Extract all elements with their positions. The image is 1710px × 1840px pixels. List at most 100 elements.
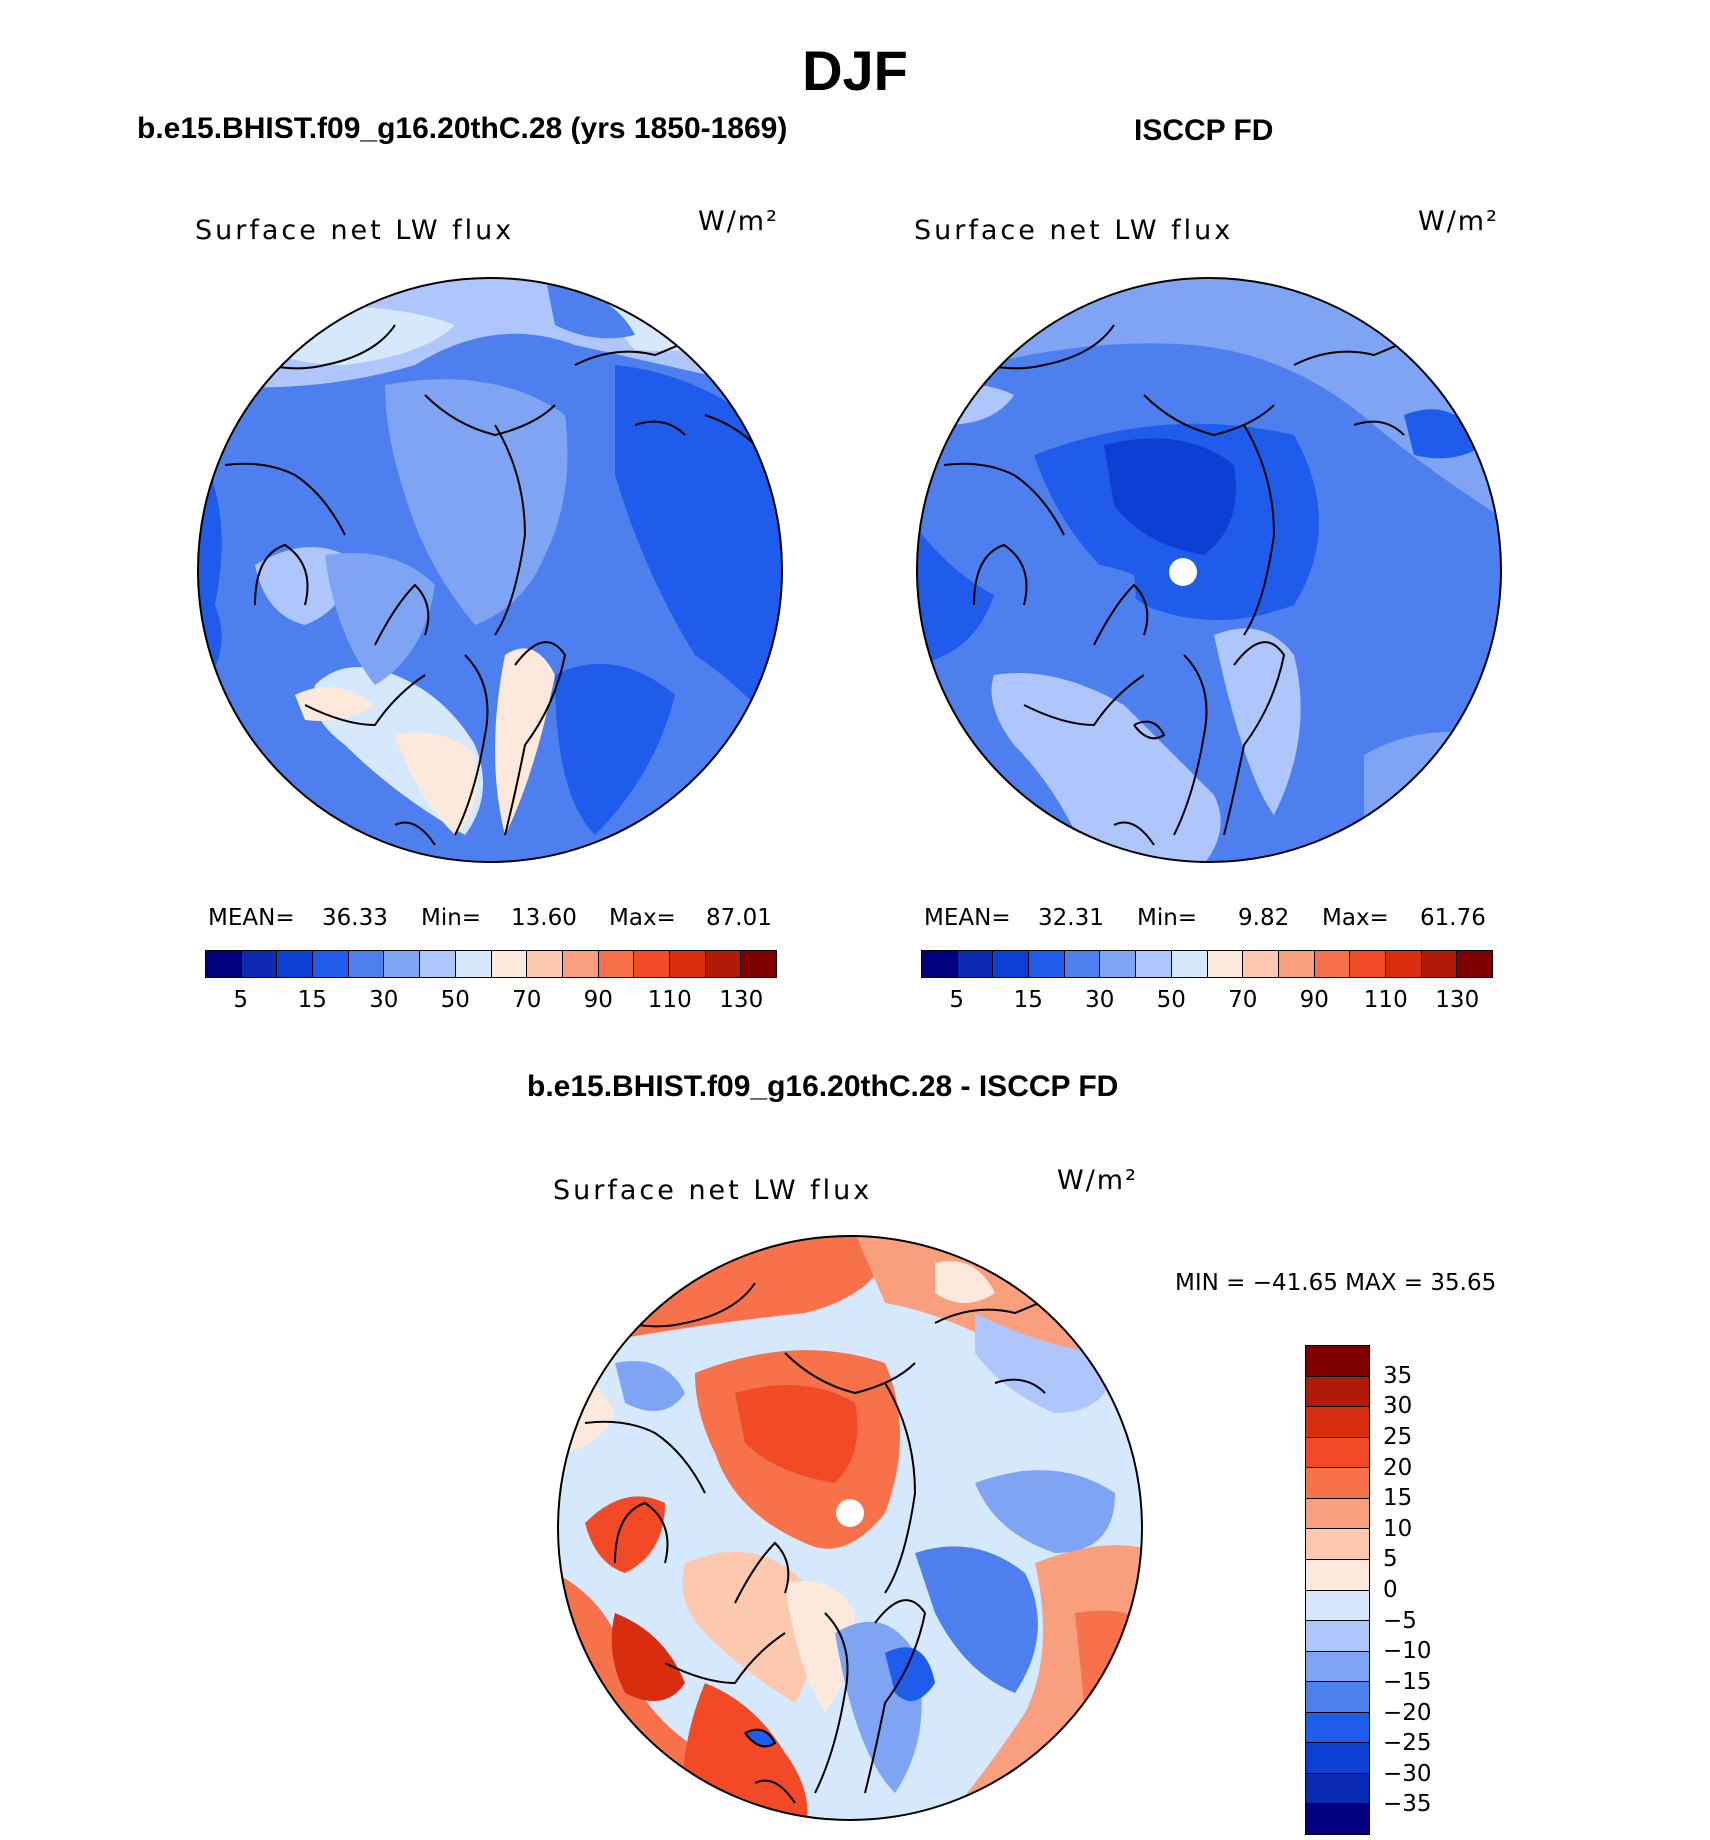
- model-min-label: Min=: [421, 905, 482, 931]
- figure-title: DJF: [802, 39, 908, 102]
- diff-colorbar: [1305, 1345, 1370, 1835]
- colorbar-tick-label: 15: [297, 987, 327, 1013]
- colorbar-swatch: [348, 951, 385, 977]
- colorbar-tick-label: 70: [512, 987, 542, 1013]
- colorbar-swatch: [1100, 951, 1137, 977]
- obs-panel-title: ISCCP FD: [1134, 114, 1274, 147]
- model-min-value: 13.60: [511, 905, 577, 931]
- colorbar-swatch: [1306, 1376, 1369, 1408]
- colorbar-tick-label: −15: [1383, 1668, 1432, 1695]
- obs-min-label: Min=: [1137, 905, 1198, 931]
- diff-units-label: W/m²: [1057, 1165, 1138, 1196]
- colorbar-tick-label: 130: [1435, 987, 1480, 1013]
- colorbar-swatch: [384, 951, 421, 977]
- colorbar-tick-label: 15: [1013, 987, 1043, 1013]
- model-colorbar: [205, 950, 777, 978]
- colorbar-swatch: [1306, 1407, 1369, 1438]
- colorbar-swatch: [1306, 1590, 1369, 1622]
- colorbar-tick-label: 5: [1383, 1546, 1398, 1573]
- colorbar-swatch: [1306, 1712, 1369, 1744]
- colorbar-swatch: [1306, 1773, 1369, 1805]
- colorbar-swatch: [993, 951, 1030, 977]
- colorbar-swatch: [206, 951, 242, 977]
- colorbar-swatch: [1306, 1529, 1369, 1560]
- colorbar-swatch: [313, 951, 349, 977]
- colorbar-tick-label: 110: [1363, 987, 1408, 1013]
- diff-polar-map: [557, 1235, 1143, 1821]
- model-panel-title: b.e15.BHIST.f09_g16.20thC.28 (yrs 1850-1…: [137, 112, 788, 145]
- model-max-value: 87.01: [706, 905, 772, 931]
- model-variable-label: Surface net LW flux: [195, 215, 515, 246]
- colorbar-tick-label: 30: [369, 987, 399, 1013]
- colorbar-swatch: [1385, 951, 1422, 977]
- colorbar-swatch: [669, 951, 706, 977]
- colorbar-tick-label: −5: [1383, 1607, 1417, 1634]
- colorbar-tick-label: 130: [719, 987, 764, 1013]
- obs-max-label: Max=: [1322, 905, 1389, 931]
- colorbar-swatch: [1306, 1621, 1369, 1652]
- colorbar-swatch: [1306, 1346, 1369, 1377]
- obs-units-label: W/m²: [1418, 206, 1499, 237]
- colorbar-tick-label: 15: [1383, 1485, 1413, 1512]
- model-max-label: Max=: [609, 905, 676, 931]
- model-polar-map: [197, 277, 783, 863]
- colorbar-tick-label: 5: [233, 987, 249, 1013]
- colorbar-swatch: [598, 951, 635, 977]
- colorbar-swatch: [1306, 1559, 1369, 1591]
- colorbar-swatch: [1457, 951, 1492, 977]
- colorbar-tick-label: −35: [1383, 1791, 1432, 1818]
- colorbar-swatch: [1029, 951, 1065, 977]
- colorbar-swatch: [741, 951, 776, 977]
- colorbar-tick-label: 70: [1228, 987, 1258, 1013]
- obs-variable-label: Surface net LW flux: [914, 215, 1234, 246]
- colorbar-tick-label: 50: [440, 987, 470, 1013]
- colorbar-swatch: [1136, 951, 1172, 977]
- colorbar-swatch: [491, 951, 528, 977]
- colorbar-swatch: [420, 951, 456, 977]
- diff-minmax-text: MIN = −41.65 MAX = 35.65: [1175, 1270, 1497, 1296]
- colorbar-swatch: [1421, 951, 1458, 977]
- colorbar-swatch: [1306, 1437, 1369, 1469]
- colorbar-tick-label: 90: [1299, 987, 1329, 1013]
- colorbar-swatch: [1306, 1682, 1369, 1713]
- obs-mean-value: 32.31: [1038, 905, 1104, 931]
- colorbar-tick-label: 110: [647, 987, 692, 1013]
- colorbar-swatch: [1171, 951, 1208, 977]
- colorbar-swatch: [1278, 951, 1315, 977]
- colorbar-swatch: [922, 951, 958, 977]
- diff-variable-label: Surface net LW flux: [553, 1175, 873, 1206]
- colorbar-swatch: [1306, 1498, 1369, 1530]
- colorbar-tick-label: 20: [1383, 1454, 1413, 1481]
- diff-panel-title: b.e15.BHIST.f09_g16.20thC.28 - ISCCP FD: [527, 1070, 1119, 1103]
- colorbar-swatch: [634, 951, 670, 977]
- colorbar-tick-label: −10: [1383, 1638, 1432, 1665]
- colorbar-swatch: [957, 951, 994, 977]
- model-mean-label: MEAN=: [208, 905, 295, 931]
- colorbar-swatch: [1306, 1804, 1369, 1834]
- obs-max-value: 61.76: [1420, 905, 1486, 931]
- colorbar-swatch: [1350, 951, 1386, 977]
- obs-colorbar: [921, 950, 1493, 978]
- colorbar-swatch: [562, 951, 599, 977]
- colorbar-tick-label: −25: [1383, 1730, 1432, 1757]
- model-mean-value: 36.33: [322, 905, 388, 931]
- colorbar-swatch: [1306, 1743, 1369, 1774]
- colorbar-tick-label: 35: [1383, 1362, 1413, 1389]
- colorbar-swatch: [455, 951, 492, 977]
- colorbar-swatch: [1314, 951, 1351, 977]
- colorbar-tick-label: 30: [1085, 987, 1115, 1013]
- colorbar-tick-label: 90: [583, 987, 613, 1013]
- colorbar-tick-label: −30: [1383, 1760, 1432, 1787]
- colorbar-swatch: [1306, 1468, 1369, 1499]
- colorbar-swatch: [241, 951, 278, 977]
- colorbar-swatch: [705, 951, 742, 977]
- obs-polar-map: [916, 277, 1502, 863]
- colorbar-tick-label: 0: [1383, 1577, 1398, 1603]
- colorbar-tick-label: −20: [1383, 1699, 1432, 1726]
- colorbar-swatch: [277, 951, 314, 977]
- colorbar-swatch: [1207, 951, 1244, 977]
- colorbar-tick-label: 50: [1156, 987, 1186, 1013]
- colorbar-swatch: [527, 951, 563, 977]
- colorbar-tick-label: 5: [949, 987, 965, 1013]
- colorbar-tick-label: 30: [1383, 1393, 1413, 1420]
